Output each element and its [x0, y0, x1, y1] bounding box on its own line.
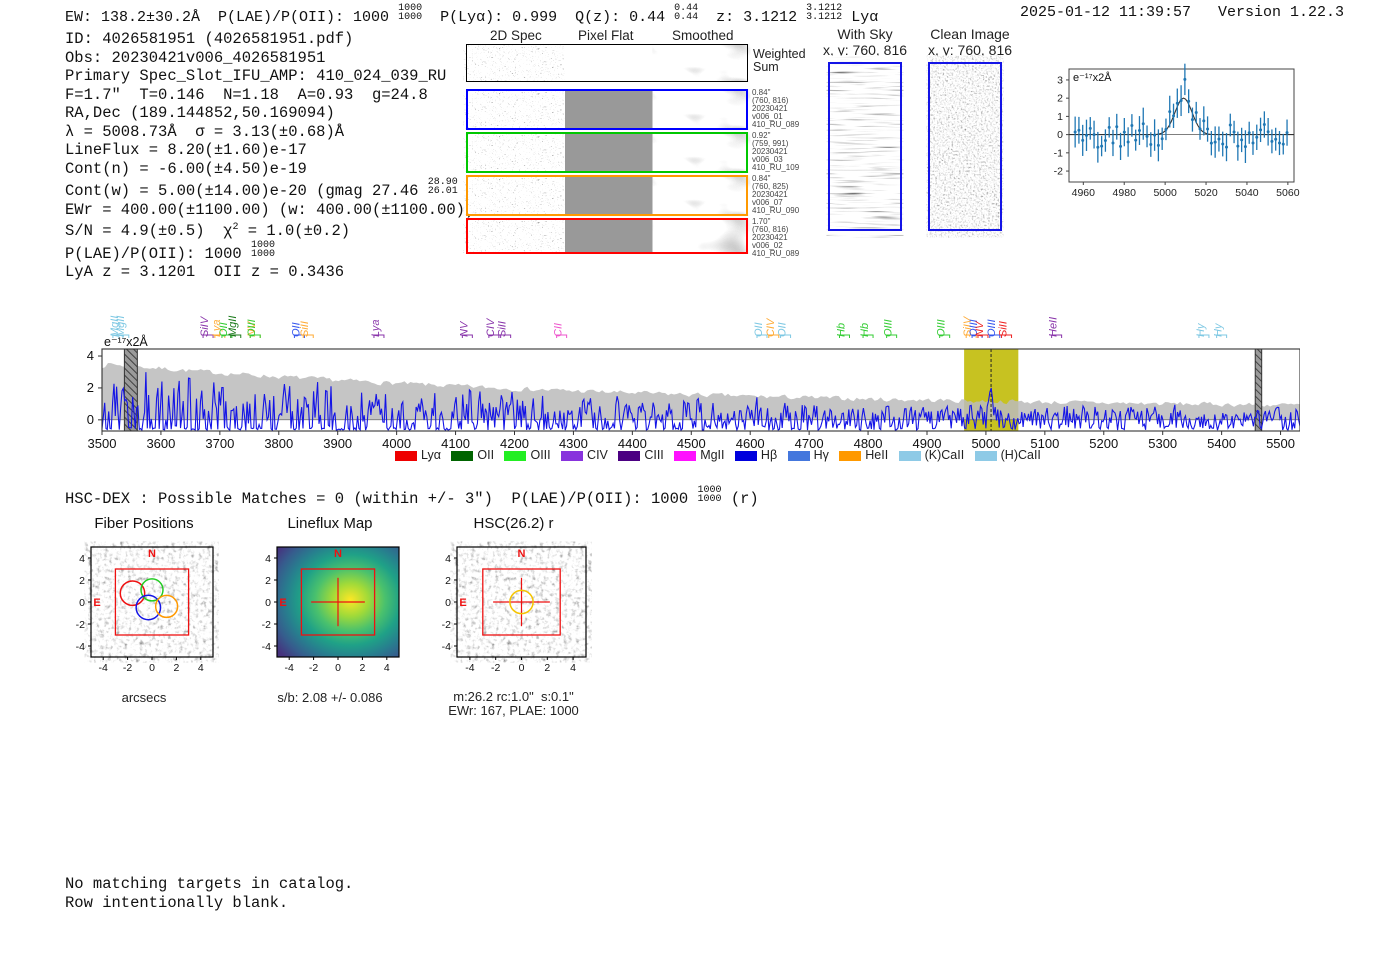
svg-text:3700: 3700 — [205, 436, 234, 451]
svg-text:5200: 5200 — [1089, 436, 1118, 451]
svg-text:NV: NV — [458, 320, 470, 337]
svg-text:-4: -4 — [76, 641, 85, 653]
svg-text:OIII: OIII — [883, 319, 895, 337]
svg-text:5020: 5020 — [1194, 187, 1218, 199]
svg-text:0: 0 — [445, 597, 451, 609]
svg-text:OIII: OIII — [936, 319, 948, 337]
svg-text:4: 4 — [79, 553, 85, 565]
svg-text:e⁻¹⁷x2Å: e⁻¹⁷x2Å — [1073, 71, 1112, 84]
svg-text:-4: -4 — [442, 641, 451, 653]
svg-text:3800: 3800 — [264, 436, 293, 451]
svg-text:2: 2 — [265, 575, 271, 587]
svg-text:2: 2 — [544, 662, 550, 674]
svg-text:5040: 5040 — [1235, 187, 1259, 199]
svg-text:2: 2 — [173, 662, 179, 674]
svg-text:N: N — [518, 548, 526, 560]
svg-text:CIV: CIV — [765, 317, 777, 337]
svg-text:4960: 4960 — [1072, 187, 1096, 199]
svg-text:4: 4 — [445, 553, 451, 565]
svg-text:3900: 3900 — [323, 436, 352, 451]
svg-text:4: 4 — [87, 348, 94, 363]
svg-text:N: N — [334, 548, 342, 560]
svg-text:Lya: Lya — [370, 319, 382, 337]
svg-text:-4: -4 — [285, 662, 294, 674]
svg-text:-2: -2 — [491, 662, 500, 674]
svg-text:0: 0 — [265, 597, 271, 609]
svg-text:5000: 5000 — [1153, 187, 1177, 199]
svg-text:4980: 4980 — [1113, 187, 1137, 199]
svg-text:SiIV: SiIV — [199, 315, 211, 337]
svg-text:-2: -2 — [442, 619, 451, 631]
svg-text:2: 2 — [1057, 93, 1063, 105]
svg-text:5500: 5500 — [1266, 436, 1295, 451]
svg-text:2: 2 — [87, 380, 94, 395]
svg-text:-2: -2 — [1054, 166, 1063, 178]
svg-text:-4: -4 — [465, 662, 474, 674]
svg-text:4: 4 — [384, 662, 390, 674]
svg-text:3600: 3600 — [146, 436, 175, 451]
svg-text:OIII: OIII — [986, 319, 998, 337]
svg-text:0: 0 — [149, 662, 155, 674]
svg-text:MgII: MgII — [227, 316, 239, 337]
svg-text:-1: -1 — [1054, 147, 1063, 159]
svg-text:CIV: CIV — [485, 317, 497, 337]
svg-text:5300: 5300 — [1148, 436, 1177, 451]
svg-text:NV: NV — [974, 320, 986, 337]
svg-text:E: E — [459, 597, 466, 609]
svg-text:-2: -2 — [76, 619, 85, 631]
svg-text:-2: -2 — [309, 662, 318, 674]
svg-text:HeII: HeII — [1048, 317, 1060, 337]
svg-text:0: 0 — [519, 662, 525, 674]
svg-text:2: 2 — [445, 575, 451, 587]
svg-text:0: 0 — [335, 662, 341, 674]
svg-text:3500: 3500 — [88, 436, 117, 451]
svg-text:E: E — [93, 597, 100, 609]
svg-text:E: E — [279, 597, 286, 609]
svg-text:3: 3 — [1057, 74, 1063, 86]
svg-text:0: 0 — [87, 412, 94, 427]
svg-text:4: 4 — [570, 662, 576, 674]
svg-text:2: 2 — [359, 662, 365, 674]
svg-text:0: 0 — [1057, 129, 1063, 141]
svg-text:MgII: MgII — [115, 316, 127, 337]
svg-text:0: 0 — [79, 597, 85, 609]
svg-text:N: N — [148, 548, 156, 560]
svg-text:4: 4 — [198, 662, 204, 674]
svg-text:4: 4 — [265, 553, 271, 565]
svg-text:5060: 5060 — [1276, 187, 1300, 199]
svg-text:-2: -2 — [262, 619, 271, 631]
svg-text:-4: -4 — [99, 662, 108, 674]
svg-text:5400: 5400 — [1207, 436, 1236, 451]
svg-text:-4: -4 — [262, 641, 271, 653]
svg-text:OIII: OIII — [246, 319, 258, 337]
svg-text:1: 1 — [1057, 111, 1063, 123]
svg-text:-2: -2 — [123, 662, 132, 674]
svg-text:2: 2 — [79, 575, 85, 587]
